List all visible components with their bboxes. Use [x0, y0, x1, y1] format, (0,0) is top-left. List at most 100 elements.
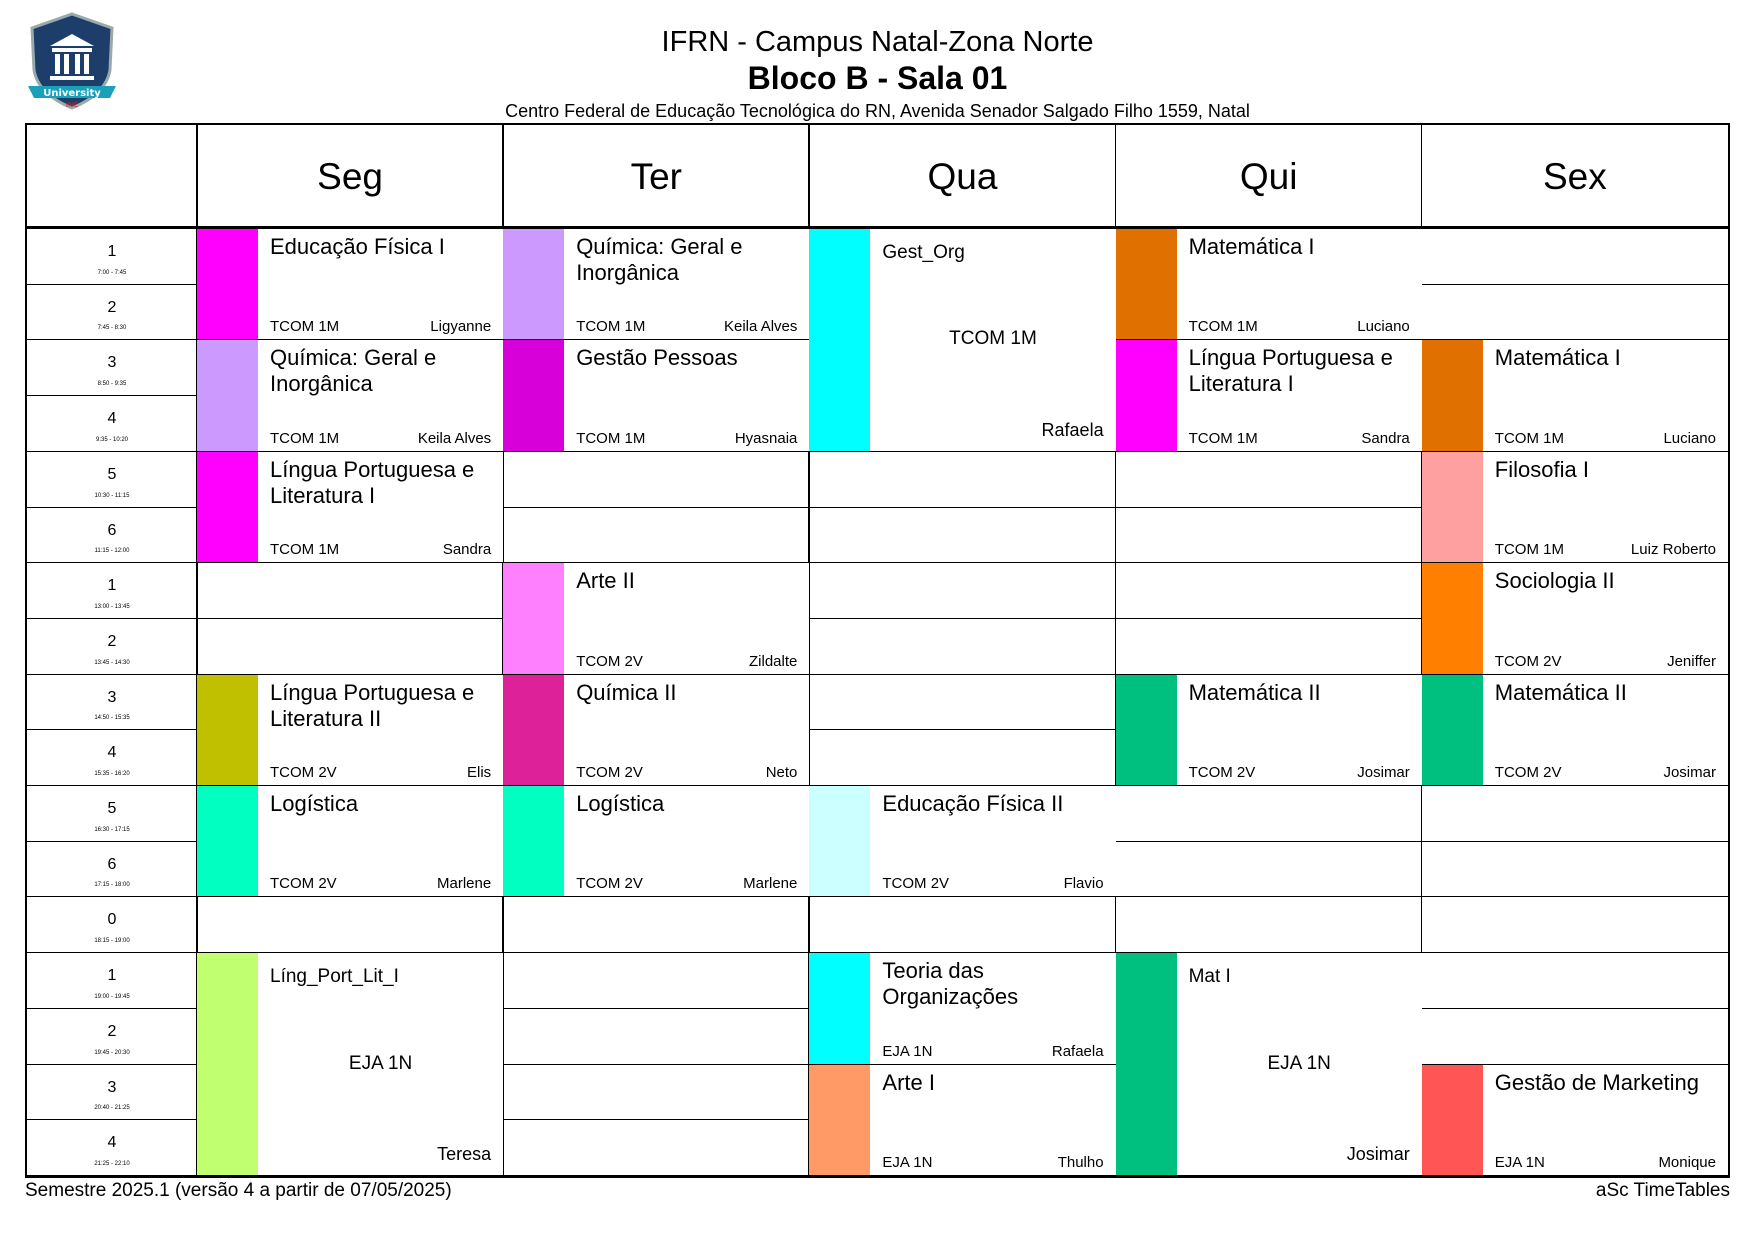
lesson-color	[503, 674, 565, 786]
empty-cell	[809, 619, 1116, 675]
lesson-teacher: Teresa	[437, 1143, 492, 1164]
lesson-subject: Filosofia I	[1494, 456, 1589, 482]
lesson-color	[197, 451, 258, 563]
lesson-color	[503, 229, 565, 340]
lesson-class: EJA 1N	[1494, 1153, 1545, 1171]
empty-cell	[503, 452, 810, 508]
lesson-class: TCOM 2V	[1494, 652, 1562, 670]
lesson-teacher: Zildalte	[749, 652, 798, 670]
subtitle: Bloco B - Sala 01	[747, 60, 1008, 96]
period-time: 19:00 - 19:45	[94, 993, 130, 1000]
lesson-teacher: Rafaela	[1051, 1042, 1104, 1060]
lesson-subject: Arte II	[576, 568, 635, 594]
period-cell: 3 14:50 - 15:35	[27, 675, 197, 731]
period-cell: 3 20:40 - 21:25	[27, 1065, 197, 1121]
empty-cell	[503, 1009, 810, 1065]
empty-cell	[1115, 842, 1422, 898]
period-cell: 6 17:15 - 18:00	[27, 842, 197, 898]
lesson-color	[809, 1064, 871, 1175]
lesson-subject: Teoria das Organizações	[882, 958, 1019, 1010]
lesson-teacher: Monique	[1658, 1153, 1716, 1171]
lesson-card: Gestão de Marketing EJA 1N Monique	[1421, 1064, 1728, 1176]
lesson-color	[197, 786, 258, 897]
lesson-class: TCOM 1M	[949, 328, 1037, 350]
lesson-color	[1115, 674, 1177, 786]
period-cell: 1 19:00 - 19:45	[27, 953, 197, 1009]
lesson-card: Língua Portuguesa e Literatura I TCOM 1M S…	[1115, 340, 1422, 452]
lesson-color	[1421, 674, 1483, 786]
empty-cell	[503, 897, 810, 954]
period-time: 20:40 - 21:25	[94, 1105, 130, 1112]
period-cell: 0 18:15 - 19:00	[27, 897, 197, 954]
logo-text: University	[43, 88, 101, 99]
header-line	[27, 226, 1728, 229]
period-label: 0	[107, 911, 117, 929]
lesson-subject: Logística	[576, 791, 665, 817]
lesson-color	[809, 953, 871, 1064]
lesson-card: Mat I EJA 1N Josimar	[1115, 953, 1422, 1176]
footer-right: aSc TimeTables	[1595, 1180, 1730, 1201]
lesson-card: Gest_Org TCOM 1M Rafaela	[809, 229, 1116, 452]
lesson-class: TCOM 1M	[1494, 429, 1564, 447]
period-time: 13:45 - 14:30	[94, 659, 130, 666]
lesson-class: TCOM 2V	[270, 764, 337, 782]
empty-cell	[1421, 897, 1728, 954]
period-time: 7:45 - 8:30	[97, 325, 127, 332]
lesson-card: Logística TCOM 2V Marlene	[197, 786, 504, 898]
empty-cell	[809, 452, 1116, 508]
empty-cell	[197, 619, 504, 675]
lesson-teacher: Ligyanne	[430, 318, 492, 336]
lesson-subject: Educação Física II	[882, 791, 1064, 817]
column-line	[1114, 125, 1117, 1176]
lesson-class: TCOM 1M	[270, 429, 340, 447]
lesson-teacher: Elis	[467, 764, 492, 782]
lesson-teacher: Luciano	[1663, 429, 1716, 447]
lesson-subject: Gestão de Marketing	[1494, 1069, 1700, 1095]
lesson-subject: Química II	[576, 679, 677, 705]
column-line	[1420, 125, 1423, 1176]
period-cell: 2 7:45 - 8:30	[27, 285, 197, 341]
lesson-color	[809, 786, 871, 897]
lesson-card: Educação Física II TCOM 2V Flavio	[809, 786, 1116, 898]
lesson-color	[1421, 340, 1483, 451]
period-label: 3	[107, 688, 117, 706]
lesson-color	[197, 674, 258, 786]
lesson-card: Matemática I TCOM 1M Luciano	[1115, 229, 1422, 341]
lesson-color	[197, 953, 258, 1175]
lesson-class: TCOM 1M	[1188, 429, 1258, 447]
lesson-teacher: Luiz Roberto	[1630, 541, 1716, 559]
empty-cell	[1115, 452, 1422, 508]
period-cell: 4 15:35 - 16:20	[27, 730, 197, 787]
empty-cell	[503, 1120, 810, 1176]
day-header: Sex	[1543, 156, 1607, 197]
lesson-subject: Arte I	[882, 1069, 935, 1095]
lesson-teacher: Marlene	[743, 875, 798, 893]
period-cell: 1 7:00 - 7:45	[27, 229, 197, 285]
lesson-class: EJA 1N	[348, 1052, 413, 1074]
empty-cell	[1421, 229, 1728, 285]
lesson-class: TCOM 1M	[1494, 541, 1564, 559]
lesson-color	[1421, 563, 1483, 674]
lesson-card: Arte I EJA 1N Thulho	[809, 1064, 1116, 1176]
lesson-subject: Sociologia II	[1494, 568, 1615, 594]
period-cell: 6 11:15 - 12:00	[27, 508, 197, 564]
period-time: 10:30 - 11:15	[94, 492, 130, 499]
period-cell: 3 8:50 - 9:35	[27, 340, 197, 397]
empty-cell	[809, 563, 1116, 619]
period-label: 2	[107, 1022, 117, 1040]
lesson-teacher: Rafaela	[1041, 419, 1104, 440]
empty-cell	[503, 508, 810, 564]
period-label: 1	[107, 967, 117, 985]
period-label: 4	[107, 1134, 117, 1152]
day-header: Ter	[630, 156, 682, 197]
lesson-class: TCOM 2V	[576, 652, 643, 670]
period-time: 21:25 - 22:10	[94, 1160, 130, 1167]
period-cell: 1 13:00 - 13:45	[27, 563, 197, 619]
period-time: 18:15 - 19:00	[94, 938, 130, 945]
period-time: 17:15 - 18:00	[94, 882, 130, 889]
day-header: Qua	[927, 156, 998, 197]
lesson-class: TCOM 1M	[1188, 318, 1258, 336]
period-cell: 4 9:35 - 10:20	[27, 396, 197, 452]
period-label: 1	[107, 577, 117, 595]
lesson-color	[809, 229, 871, 451]
